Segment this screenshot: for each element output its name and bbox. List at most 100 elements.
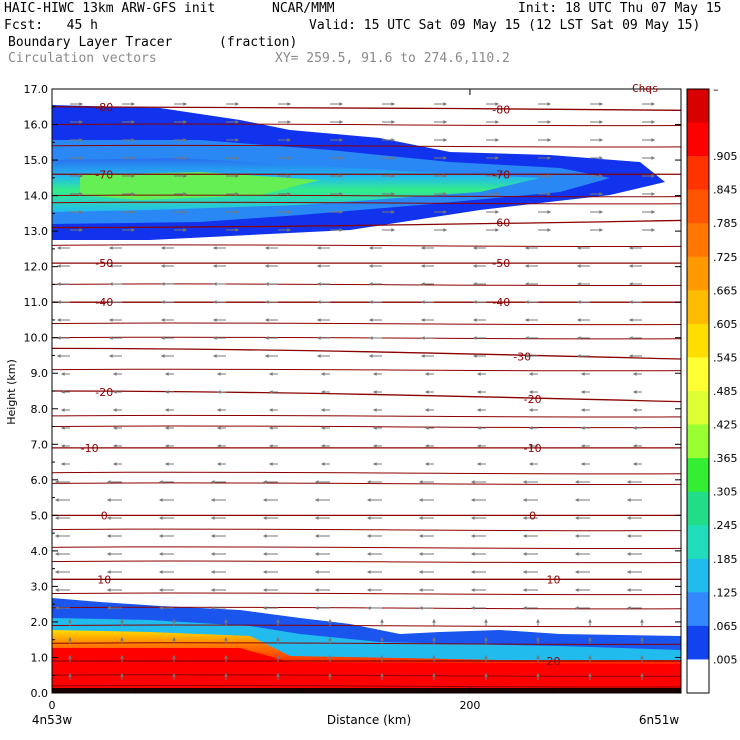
vector-arrowhead: [79, 192, 84, 196]
temperature-contour: [52, 528, 681, 532]
vector-arrowhead: [160, 354, 165, 358]
vector-arrowhead: [522, 570, 527, 574]
vector-arrowhead: [588, 636, 592, 641]
vector-arrowhead: [164, 372, 169, 376]
vector-arrowhead: [470, 606, 475, 610]
ground-line: [52, 688, 681, 693]
vector-arrowhead: [599, 174, 604, 178]
vector-arrowhead: [264, 264, 269, 268]
vector-arrowhead: [54, 516, 59, 520]
colorbar-swatch: [687, 558, 709, 593]
temperature-contour: [52, 592, 681, 596]
vector-arrowhead: [524, 318, 529, 322]
vector-arrowhead: [626, 588, 631, 592]
vector-arrowhead: [599, 102, 604, 106]
vector-arrowhead: [599, 228, 604, 232]
colorbar-frame: [686, 88, 710, 694]
y-tick-label: 13.0: [24, 225, 49, 238]
vector-arrowhead: [339, 210, 344, 214]
temperature-contour: [52, 624, 681, 628]
colorbar-label: .905: [713, 150, 738, 163]
vector-arrowhead: [60, 444, 65, 448]
vector-arrowhead: [391, 192, 396, 196]
vector-arrowhead: [316, 246, 321, 250]
vector-arrowhead: [651, 138, 656, 142]
vector-arrowhead: [212, 264, 217, 268]
vector-arrowhead: [262, 480, 267, 484]
vector-arrowhead: [264, 282, 269, 286]
vector-arrowhead: [108, 300, 113, 304]
temperature-contour: [52, 546, 681, 549]
vector-arrowhead: [164, 426, 169, 430]
vector-arrowhead: [599, 120, 604, 124]
vector-arrowhead: [424, 408, 429, 412]
vector-arrowhead: [276, 672, 280, 677]
vector-arrowhead: [262, 534, 267, 538]
y-tick-label: 4.0: [31, 545, 49, 558]
vector-arrowhead: [264, 246, 269, 250]
vector-arrowhead: [79, 138, 84, 142]
vector-arrowhead: [443, 174, 448, 178]
vector-arrowhead: [328, 654, 332, 659]
vector-arrowhead: [632, 444, 637, 448]
vector-arrowhead: [580, 372, 585, 376]
vector-arrowhead: [432, 672, 436, 677]
vector-arrowhead: [632, 462, 637, 466]
vector-arrowhead: [183, 210, 188, 214]
vector-arrowhead: [528, 426, 533, 430]
vector-arrowhead: [640, 672, 644, 677]
vector-arrowhead: [628, 336, 633, 340]
x-start-location: 4n53w: [32, 713, 73, 727]
vector-arrowhead: [470, 498, 475, 502]
vector-arrowhead: [158, 480, 163, 484]
vector-arrowhead: [524, 246, 529, 250]
vector-arrowhead: [418, 516, 423, 520]
colorbar-label: .365: [713, 452, 738, 465]
vector-arrowhead: [339, 174, 344, 178]
vector-arrowhead: [380, 654, 384, 659]
vector-arrowhead: [287, 138, 292, 142]
vector-arrowhead: [216, 462, 221, 466]
vector-arrowhead: [599, 156, 604, 160]
vector-arrowhead: [287, 102, 292, 106]
vector-arrowhead: [424, 426, 429, 430]
vector-arrowhead: [476, 372, 481, 376]
vector-arrowhead: [339, 192, 344, 196]
vector-arrowhead: [495, 120, 500, 124]
y-tick-label: 9.0: [31, 367, 49, 380]
colorbar-swatch: [687, 256, 709, 291]
vector-arrowhead: [164, 444, 169, 448]
vector-arrowhead: [366, 480, 371, 484]
vector-arrowhead: [158, 588, 163, 592]
vector-arrowhead: [79, 156, 84, 160]
y-tick-label: 2.0: [31, 616, 49, 629]
vector-arrowhead: [391, 102, 396, 106]
contour-label: -10: [81, 442, 99, 455]
vector-arrowhead: [210, 570, 215, 574]
vector-arrowhead: [580, 426, 585, 430]
vector-arrowhead: [495, 138, 500, 142]
temperature-contour: [52, 244, 681, 247]
vector-arrowhead: [366, 570, 371, 574]
vector-arrowhead: [547, 174, 552, 178]
vector-arrowhead: [372, 372, 377, 376]
vector-arrowhead: [576, 264, 581, 268]
colorbar-label: .245: [713, 519, 738, 532]
vector-arrowhead: [632, 390, 637, 394]
vector-arrowhead: [316, 282, 321, 286]
vector-arrowhead: [522, 552, 527, 556]
vector-arrowhead: [328, 618, 332, 623]
vector-arrowhead: [368, 300, 373, 304]
vector-arrowhead: [339, 138, 344, 142]
contour-label: -20: [524, 393, 542, 406]
temperature-contour: [52, 283, 681, 287]
vector-arrowhead: [54, 606, 59, 610]
vector-arrowhead: [106, 534, 111, 538]
vector-arrowhead: [626, 552, 631, 556]
vector-arrowhead: [470, 534, 475, 538]
vector-arrowhead: [380, 672, 384, 677]
vector-arrowhead: [576, 282, 581, 286]
vector-arrowhead: [424, 390, 429, 394]
colorbar-label: .545: [713, 351, 738, 364]
vector-arrowhead: [574, 570, 579, 574]
